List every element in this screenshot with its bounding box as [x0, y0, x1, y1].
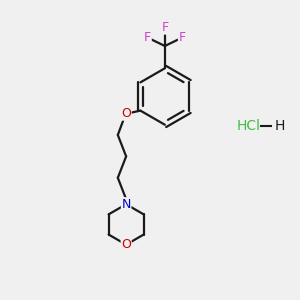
Text: HCl: HCl — [236, 119, 260, 133]
Text: F: F — [161, 21, 168, 34]
Text: F: F — [144, 31, 151, 44]
Text: H: H — [274, 119, 285, 133]
Text: F: F — [178, 31, 186, 44]
Text: O: O — [121, 238, 131, 251]
Text: N: N — [122, 198, 131, 211]
Text: O: O — [121, 107, 131, 120]
